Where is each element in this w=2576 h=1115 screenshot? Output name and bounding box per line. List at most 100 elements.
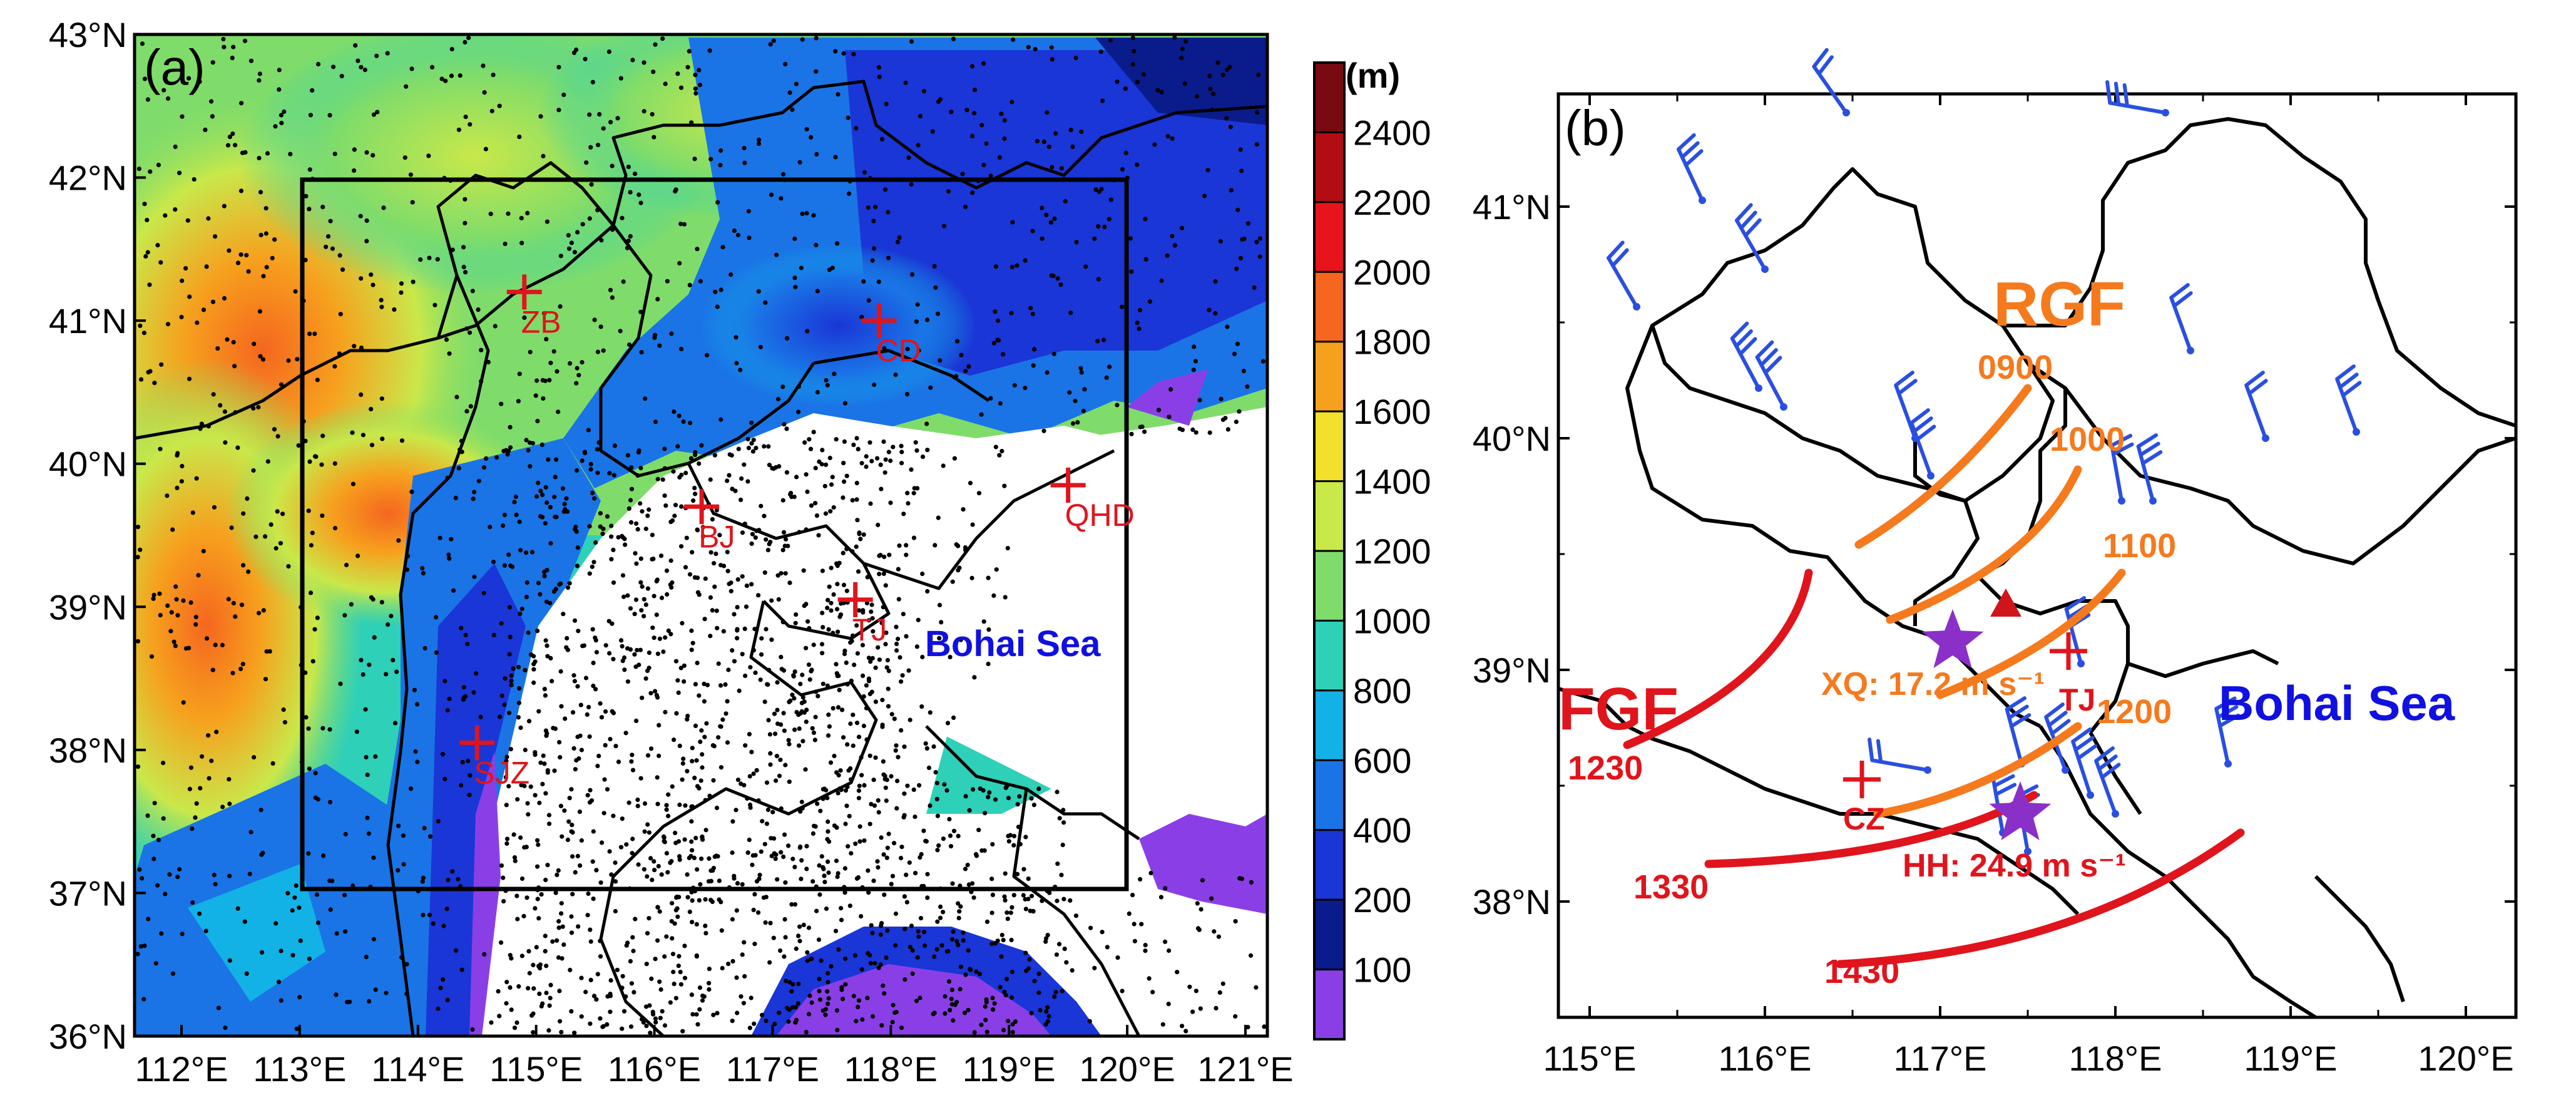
rgf-time-0900: 0900 (1978, 349, 2053, 386)
station-cd: CD (861, 303, 921, 368)
wind-barb (2214, 696, 2241, 768)
rgf-isochrone-0900 (1854, 384, 2032, 549)
station-label-tj: TJ (2059, 682, 2095, 717)
domain-box (300, 177, 1129, 891)
fgf-title: FGF (1558, 676, 1679, 742)
star-hh (1989, 781, 2052, 841)
panel-b-label: (b) (1565, 100, 1626, 156)
panel-a-label: (a) (144, 39, 205, 95)
station-sjz: SJZ (459, 725, 529, 790)
fgf-time-1330: 1330 (1633, 868, 1709, 906)
hh-label: HH: 24.9 m s⁻¹ (1903, 848, 2126, 884)
wind-barb (2105, 80, 2169, 116)
panel-a-lat-tick: 43°N (49, 15, 127, 54)
panel-a-lat-tick: 42°N (49, 158, 127, 198)
panel-a-lon-tick: 117°E (726, 1049, 819, 1089)
panel-a-lat-tick: 39°N (49, 587, 127, 627)
panel-a-lon-tick: 116°E (608, 1049, 701, 1089)
colorbar-level: 1800 (1353, 322, 1431, 362)
colorbar-level: 800 (1353, 671, 1411, 711)
colorbar-level: 1400 (1353, 462, 1431, 501)
station-bj: BJ (684, 489, 735, 554)
panel-b-lat-tick: 39°N (1473, 650, 1551, 690)
wind-barb (2110, 433, 2134, 505)
colorbar-level: 1600 (1353, 392, 1431, 431)
station-label-bj: BJ (698, 519, 735, 554)
panel-b-lon-ticks: 115°E 116°E 117°E 118°E 119°E 120°E (1543, 94, 2514, 1078)
panel-b-frame (1556, 92, 2518, 1019)
colorbar-unit: (m) (1346, 56, 1400, 95)
colorbar-level: 100 (1353, 950, 1411, 990)
rgf-time-1000: 1000 (2050, 421, 2125, 458)
wind-barb (1735, 203, 1769, 273)
wind-barb (2169, 283, 2194, 354)
rgf-title: RGF (1993, 269, 2125, 339)
rgf-isochrone-1000 (1886, 465, 2082, 624)
rgf-time-1200: 1200 (2097, 693, 2172, 731)
station-qhd: QHD (1050, 468, 1135, 533)
fgf-isochrone-1430 (1836, 828, 2245, 969)
colorbar-level: 2000 (1353, 252, 1431, 292)
panel-a-lat-tick: 36°N (49, 1017, 127, 1056)
panel-a-lat-tick: 37°N (49, 873, 127, 913)
panel-a-stations: ZB CD BJ QHD TJ SJZ (459, 274, 1135, 790)
colorbar-level: 2400 (1353, 113, 1431, 152)
station-label-zb: ZB (521, 304, 561, 339)
panel-a-lon-ticks: 112°E 113°E 114°E 115°E 116°E 117°E 118°E 119°E… (135, 1025, 1294, 1089)
rgf-isochrone-1100 (1936, 568, 2126, 699)
panel-a-lon-tick: 121°E (1197, 1049, 1293, 1089)
station-label-qhd: QHD (1065, 498, 1135, 533)
fgf-time-1230: 1230 (1568, 749, 1643, 787)
station-dots (135, 35, 1267, 1035)
wind-barb (1730, 321, 1762, 392)
terrain-map (135, 34, 1267, 1036)
colorbar-level: 1200 (1353, 532, 1431, 571)
panel-b-lat-tick: 40°N (1473, 419, 1551, 458)
station-label-tj: TJ (852, 612, 887, 647)
colorbar-level: 200 (1353, 880, 1411, 920)
panel-b-lon-tick: 120°E (2418, 1039, 2513, 1078)
panel-b-lon-tick: 118°E (2068, 1039, 2162, 1078)
wind-barb (1755, 340, 1787, 411)
panel-a-lat-tick: 40°N (49, 444, 127, 484)
colorbar-level: 600 (1353, 741, 1411, 780)
rgf-isochrone-1200 (1873, 722, 2082, 818)
panel-a-lon-tick: 113°E (253, 1049, 346, 1089)
panel-a-lon-tick: 112°E (135, 1049, 228, 1089)
panel-b-stations (1843, 632, 2087, 798)
station-label-cd: CD (876, 333, 921, 368)
panel-b-sea-label: Bohai Sea (2219, 676, 2455, 731)
xq-label: XQ: 17.2 m s⁻¹ (1821, 666, 2045, 702)
colorbar-level: 2200 (1353, 183, 1431, 222)
colorbar-level: 400 (1353, 811, 1411, 850)
star-xq (1921, 609, 1984, 669)
triangle-marker (1990, 588, 2021, 617)
station-tj: TJ (837, 582, 887, 647)
wind-barb (2136, 433, 2163, 505)
wind-barb (2094, 746, 2121, 818)
panel-b-lon-tick: 115°E (1543, 1039, 1636, 1078)
wind-barb (1868, 737, 1931, 774)
panel-a-lon-tick: 118°E (844, 1049, 938, 1089)
panel-b-lat-tick: 41°N (1473, 187, 1551, 227)
panel-b-lat-tick: 38°N (1473, 882, 1551, 922)
panel-a-lat-ticks: 43°N 42°N 41°N 40°N 39°N 38°N 37°N 36°N (49, 15, 146, 1056)
panel-a-frame (133, 33, 1269, 1038)
wind-barb (2071, 727, 2098, 799)
panel-a-lon-tick: 115°E (489, 1049, 583, 1089)
panel-b: (b) 41°N 40°N 39°N 38°N 115°E 116°E 117°E 118°… (1473, 48, 2518, 1078)
panel-a-lon-tick: 119°E (963, 1049, 1056, 1089)
fgf-isochrone-1230 (1623, 568, 1813, 749)
panel-b-lon-tick: 117°E (1893, 1039, 1986, 1078)
panel-b-lat-ticks: 41°N 40°N 39°N 38°N (1473, 187, 2516, 1019)
panel-a-lat-tick: 41°N (49, 301, 127, 341)
colorbar-level: 1000 (1353, 601, 1431, 640)
wind-barb (2244, 371, 2269, 442)
wind-barb (1812, 48, 1850, 116)
panel-b-lon-tick: 119°E (2244, 1039, 2337, 1078)
panel-b-lon-tick: 116°E (1718, 1039, 1811, 1078)
colorbar: 2400 2200 2000 1800 1600 1400 1200 1000 800 600 40… (1313, 61, 1431, 1040)
station-label-cz: CZ (1843, 801, 1885, 836)
fgf-time-1430: 1430 (1824, 953, 1899, 990)
